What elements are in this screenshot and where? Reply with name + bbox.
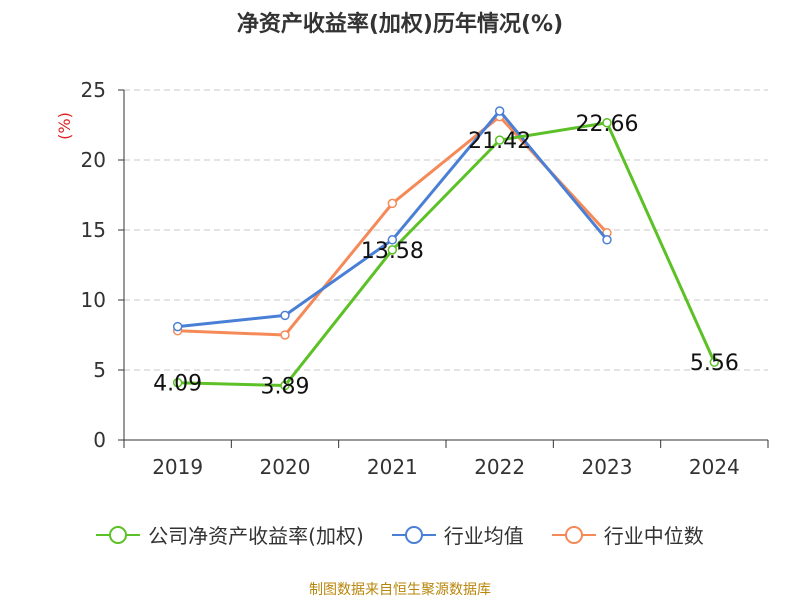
y-tick-label: 0 — [93, 428, 106, 452]
legend-label: 行业中位数 — [603, 524, 704, 548]
y-tick-label: 5 — [93, 358, 106, 382]
data-point — [494, 106, 505, 116]
data-point — [280, 310, 290, 321]
x-tick-label: 2021 — [367, 455, 418, 479]
legend-item-industry-mean[interactable]: 行业均值 — [391, 520, 524, 549]
data-source-note: 制图数据来自恒生聚源数据库 — [309, 582, 491, 598]
data-point — [387, 245, 398, 255]
x-tick-label: 2019 — [152, 455, 203, 479]
y-tick-label: 10 — [81, 288, 106, 312]
data-point — [602, 118, 612, 128]
data-point — [280, 330, 290, 340]
legend-label: 公司净资产收益率(加权) — [148, 524, 364, 548]
data-label: 4.09 — [153, 372, 202, 397]
legend-line-icon — [96, 525, 141, 544]
series-line — [177, 115, 609, 337]
data-label: 22.66 — [576, 112, 639, 137]
y-tick-label: 20 — [81, 148, 106, 172]
x-tick-label: 2024 — [689, 455, 740, 479]
y-tick-label: 15 — [81, 218, 106, 242]
legend-item-industry-median[interactable]: 行业中位数 — [551, 520, 704, 549]
data-point — [172, 377, 183, 388]
x-tick-label: 2023 — [582, 455, 633, 479]
legend-label: 行业均值 — [443, 524, 524, 548]
data-label: 13.58 — [361, 239, 424, 264]
data-point — [172, 321, 183, 332]
data-point — [494, 135, 505, 145]
data-point — [709, 357, 720, 367]
data-point — [602, 235, 612, 245]
y-axis-label: (%) — [55, 112, 74, 140]
data-label: 5.56 — [690, 351, 739, 376]
data-point — [280, 380, 290, 391]
y-tick-label: 25 — [81, 78, 106, 102]
legend-item-company[interactable]: 公司净资产收益率(加权) — [96, 520, 364, 549]
data-point — [387, 198, 398, 209]
legend-line-icon — [391, 525, 436, 544]
data-label: 3.89 — [261, 375, 310, 400]
chart-legend: 公司净资产收益率(加权) 行业均值 行业中位数 — [0, 520, 800, 549]
legend-line-icon — [551, 525, 596, 544]
x-tick-label: 2022 — [474, 455, 525, 479]
chart-title: 净资产收益率(加权)历年情况(%) — [236, 12, 564, 37]
x-tick-label: 2020 — [260, 455, 311, 479]
data-point — [387, 235, 398, 245]
series-line — [177, 109, 609, 329]
data-label: 21.42 — [468, 129, 531, 154]
series-line — [177, 121, 716, 388]
